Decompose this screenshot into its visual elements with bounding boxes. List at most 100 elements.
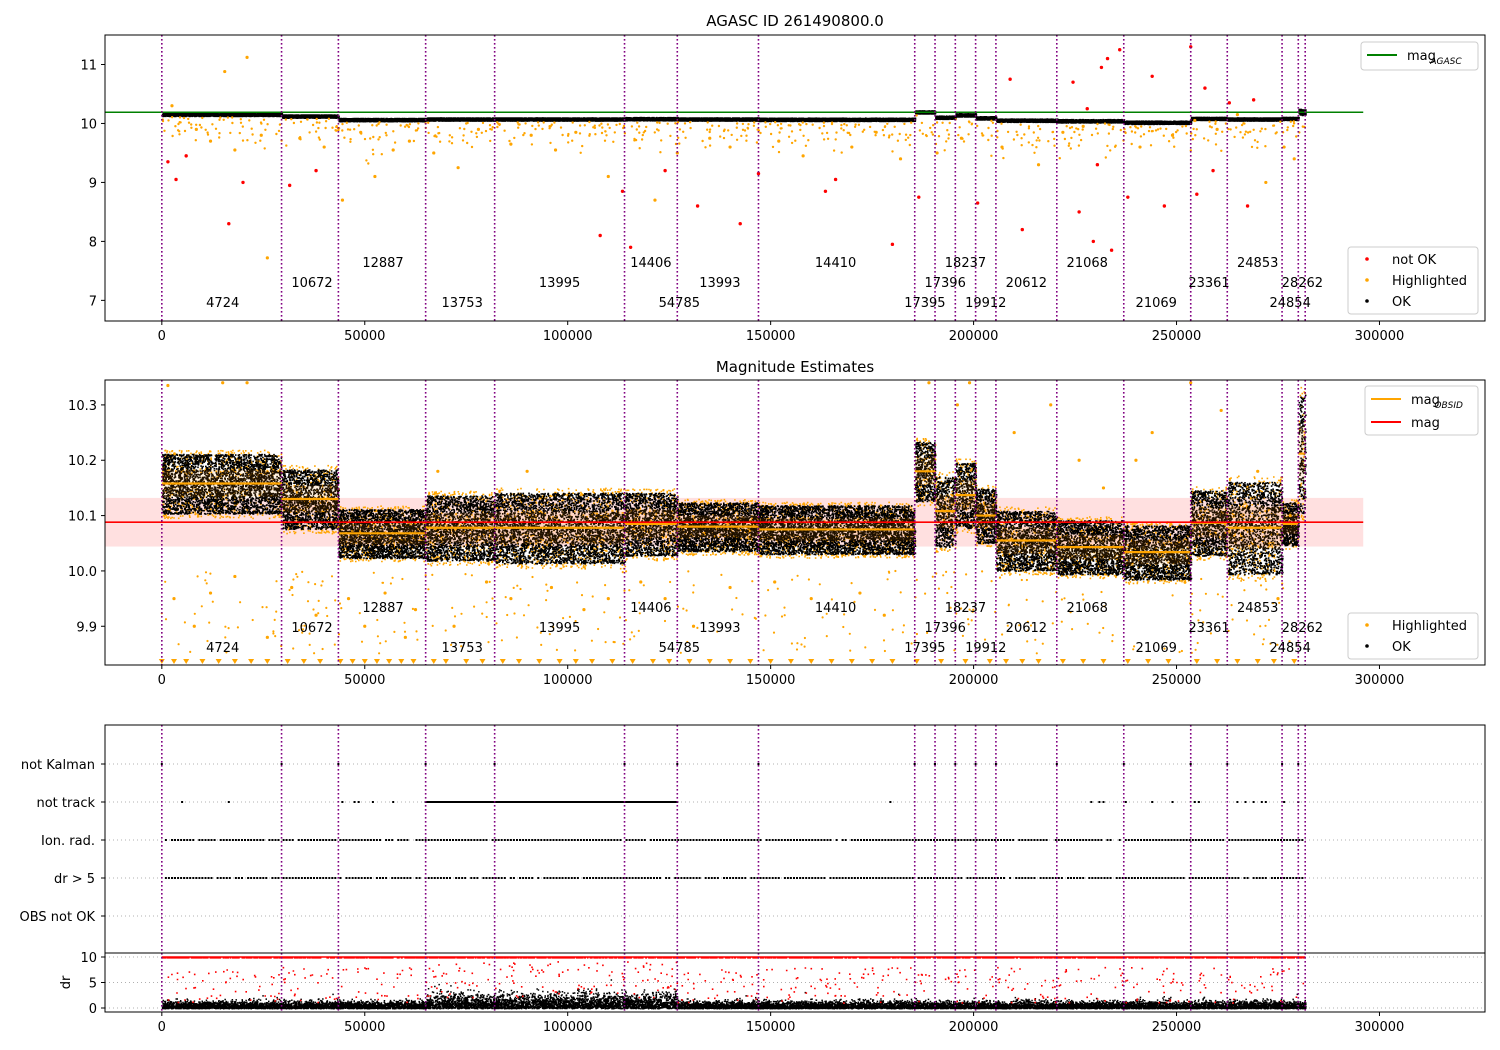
- panel2-highlighted-point: [809, 596, 813, 601]
- y-tick-label: 9.9: [76, 620, 97, 635]
- y-tick-label: 8: [89, 235, 97, 250]
- panel2-highlighted-point: [314, 613, 318, 617]
- panel1-not-ok-point: [1189, 45, 1193, 49]
- panel1-highlighted-point: [553, 148, 558, 152]
- panel1-not-ok-point: [287, 183, 292, 188]
- panel2-highlighted-point: [927, 381, 931, 385]
- ion-rad-points: [164, 839, 1304, 841]
- panel1-highlighted-point: [509, 142, 513, 146]
- panel2-clipped-marker: [248, 659, 255, 664]
- panel1-highlighted-point: [476, 127, 481, 131]
- panel2-clipped-marker: [1165, 659, 1172, 664]
- panel1-obsid-label: 13993: [699, 276, 740, 291]
- panel1-not-ok-point: [833, 177, 838, 182]
- panel1-title: AGASC ID 261490800.0: [706, 12, 884, 30]
- panel2-clipped-marker: [1035, 659, 1042, 664]
- panel2-clipped-marker: [629, 659, 636, 664]
- panel2-clipped-marker: [430, 659, 437, 664]
- category-label: not Kalman: [21, 758, 95, 773]
- dr-ok-points: [161, 979, 1307, 1010]
- panel2-highlighted-point: [1101, 486, 1106, 490]
- panel2-clipped-marker: [787, 659, 794, 664]
- panel1-highlighted-point: [606, 174, 610, 179]
- panel2-clipped-marker: [373, 659, 380, 664]
- panel1-highlighted-point: [1193, 118, 1197, 123]
- panel2-highlighted-point: [1012, 430, 1016, 435]
- panel1-not-ok-point: [1245, 204, 1250, 208]
- panel2-highlighted-point: [639, 580, 643, 584]
- panel2-highlighted-point: [882, 613, 886, 617]
- panel1-ok-points: [161, 108, 1307, 126]
- panel2-highlighted-point: [436, 469, 440, 473]
- y-tick-label: 5: [89, 977, 97, 992]
- panel2-obsid-label: 21068: [1067, 601, 1108, 616]
- panel1-not-ok-point: [166, 160, 170, 164]
- panel2-clipped-marker: [215, 659, 222, 664]
- panel1-highlighted-point: [170, 104, 174, 108]
- panel1-not-ok-point: [628, 245, 633, 249]
- panel1-obsid-label: 10672: [291, 276, 332, 291]
- panel1-not-ok-point: [663, 168, 667, 173]
- legend-point-swatch: [1365, 299, 1369, 303]
- panel1-highlighted-point: [373, 174, 377, 179]
- legend-point-label: Highlighted: [1392, 619, 1467, 634]
- panel1-not-ok-point: [1008, 77, 1012, 81]
- legend-point-label: Highlighted: [1392, 274, 1467, 289]
- y-tick-label: 11: [80, 58, 97, 73]
- panel2-clipped-marker: [171, 659, 177, 664]
- panel1-not-ok-point: [1203, 86, 1207, 90]
- panel1-highlighted-point: [259, 133, 263, 137]
- panel2-clipped-marker: [686, 659, 693, 664]
- panel1-not-ok-point: [1091, 239, 1096, 244]
- panel2-clipped-marker: [727, 659, 734, 664]
- panel1-highlighted-point: [653, 198, 657, 202]
- legend-point-swatch: [1365, 278, 1369, 282]
- panel2-clipped-marker: [1214, 659, 1221, 664]
- dr-axis-label: dr: [59, 975, 74, 989]
- panel1-highlighted-point: [298, 136, 302, 140]
- panel1-not-ok-point: [917, 195, 921, 199]
- panel2-clipped-marker: [666, 659, 673, 664]
- panel2-clipped-marker: [442, 659, 449, 664]
- panel1-highlighted-point: [874, 130, 878, 134]
- panel1-frame: [104, 34, 1486, 322]
- legend-line-subscript: AGASC: [1429, 57, 1462, 67]
- panel2-clipped-marker: [1193, 659, 1200, 664]
- panel1-not-ok-point: [1211, 168, 1215, 173]
- panel2-clipped-marker: [361, 659, 368, 664]
- panel2-obsid-label: 13995: [539, 621, 580, 636]
- panel2-ok-points: [161, 394, 1307, 581]
- panel1-not-ok-point: [1118, 48, 1122, 52]
- y-tick-label: 9: [89, 176, 97, 191]
- panel2-point-legend: [1347, 612, 1479, 660]
- panel1-obsid-label: 24853: [1237, 256, 1278, 271]
- panel2-highlighted-point: [172, 596, 176, 601]
- panel1-not-ok-point: [1105, 56, 1110, 61]
- panel2-obsid-label: 54785: [659, 641, 700, 656]
- panel2-clipped-marker: [199, 659, 206, 664]
- panel2-clipped-marker: [386, 659, 393, 664]
- panel1-not-ok-point: [823, 189, 828, 193]
- panel1-obsid-label: 28262: [1282, 276, 1323, 291]
- panel1-highlighted-point: [574, 130, 578, 134]
- panel2-highlighted-point: [582, 608, 586, 612]
- panel2-highlighted-point: [1150, 430, 1154, 435]
- panel1-highlighted-point: [898, 157, 903, 161]
- panel2-obsid-label: 21069: [1136, 641, 1177, 656]
- panel2-obsid-label: 28262: [1282, 621, 1323, 636]
- panel1-highlighted-point: [432, 151, 436, 155]
- panel2-highlighted-point: [166, 383, 170, 388]
- panel2-clipped-marker: [938, 659, 945, 664]
- y-tick-label: 10.0: [68, 565, 97, 580]
- panel2-clipped-marker: [264, 659, 271, 664]
- panel2-clipped-marker: [1124, 659, 1131, 664]
- panel1-obsid-label: 12887: [362, 256, 403, 271]
- panel2-clipped-marker: [828, 659, 835, 664]
- panel1-not-ok-point: [1099, 65, 1104, 70]
- x-tick-label: 100000: [543, 329, 593, 344]
- panel1-not-ok-point: [695, 204, 700, 208]
- panel2-highlighted-point: [265, 635, 269, 639]
- panel2-highlighted-point: [290, 585, 294, 590]
- panel2-clipped-marker: [1145, 659, 1152, 664]
